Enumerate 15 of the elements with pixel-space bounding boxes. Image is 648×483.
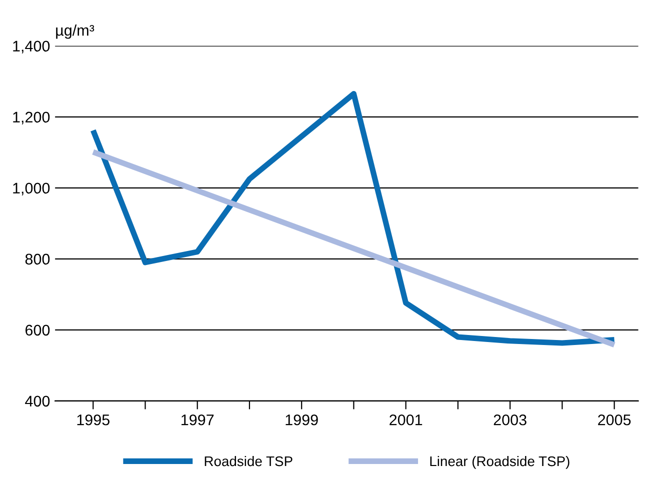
x-tick-label: 2001: [390, 414, 422, 426]
y-tick-label: 800: [25, 254, 50, 265]
y-axis-title: µg/m³: [56, 24, 94, 39]
y-tick-label: 400: [25, 396, 50, 407]
legend-label: Roadside TSP: [204, 456, 292, 466]
x-tick-label: 1999: [286, 414, 318, 426]
x-tick-label: 1997: [182, 414, 214, 426]
y-tick-label: 1,200: [13, 112, 50, 124]
y-tick-label: 1,400: [13, 40, 50, 54]
y-tick-label: 600: [26, 324, 50, 336]
x-tick-label: 1995: [77, 414, 110, 426]
x-tick-label: 2003: [494, 414, 526, 426]
y-tick-label: 1,000: [13, 182, 50, 196]
legend-label: Linear (Roadside TSP): [430, 456, 570, 469]
x-tick-label: 2005: [598, 414, 631, 426]
